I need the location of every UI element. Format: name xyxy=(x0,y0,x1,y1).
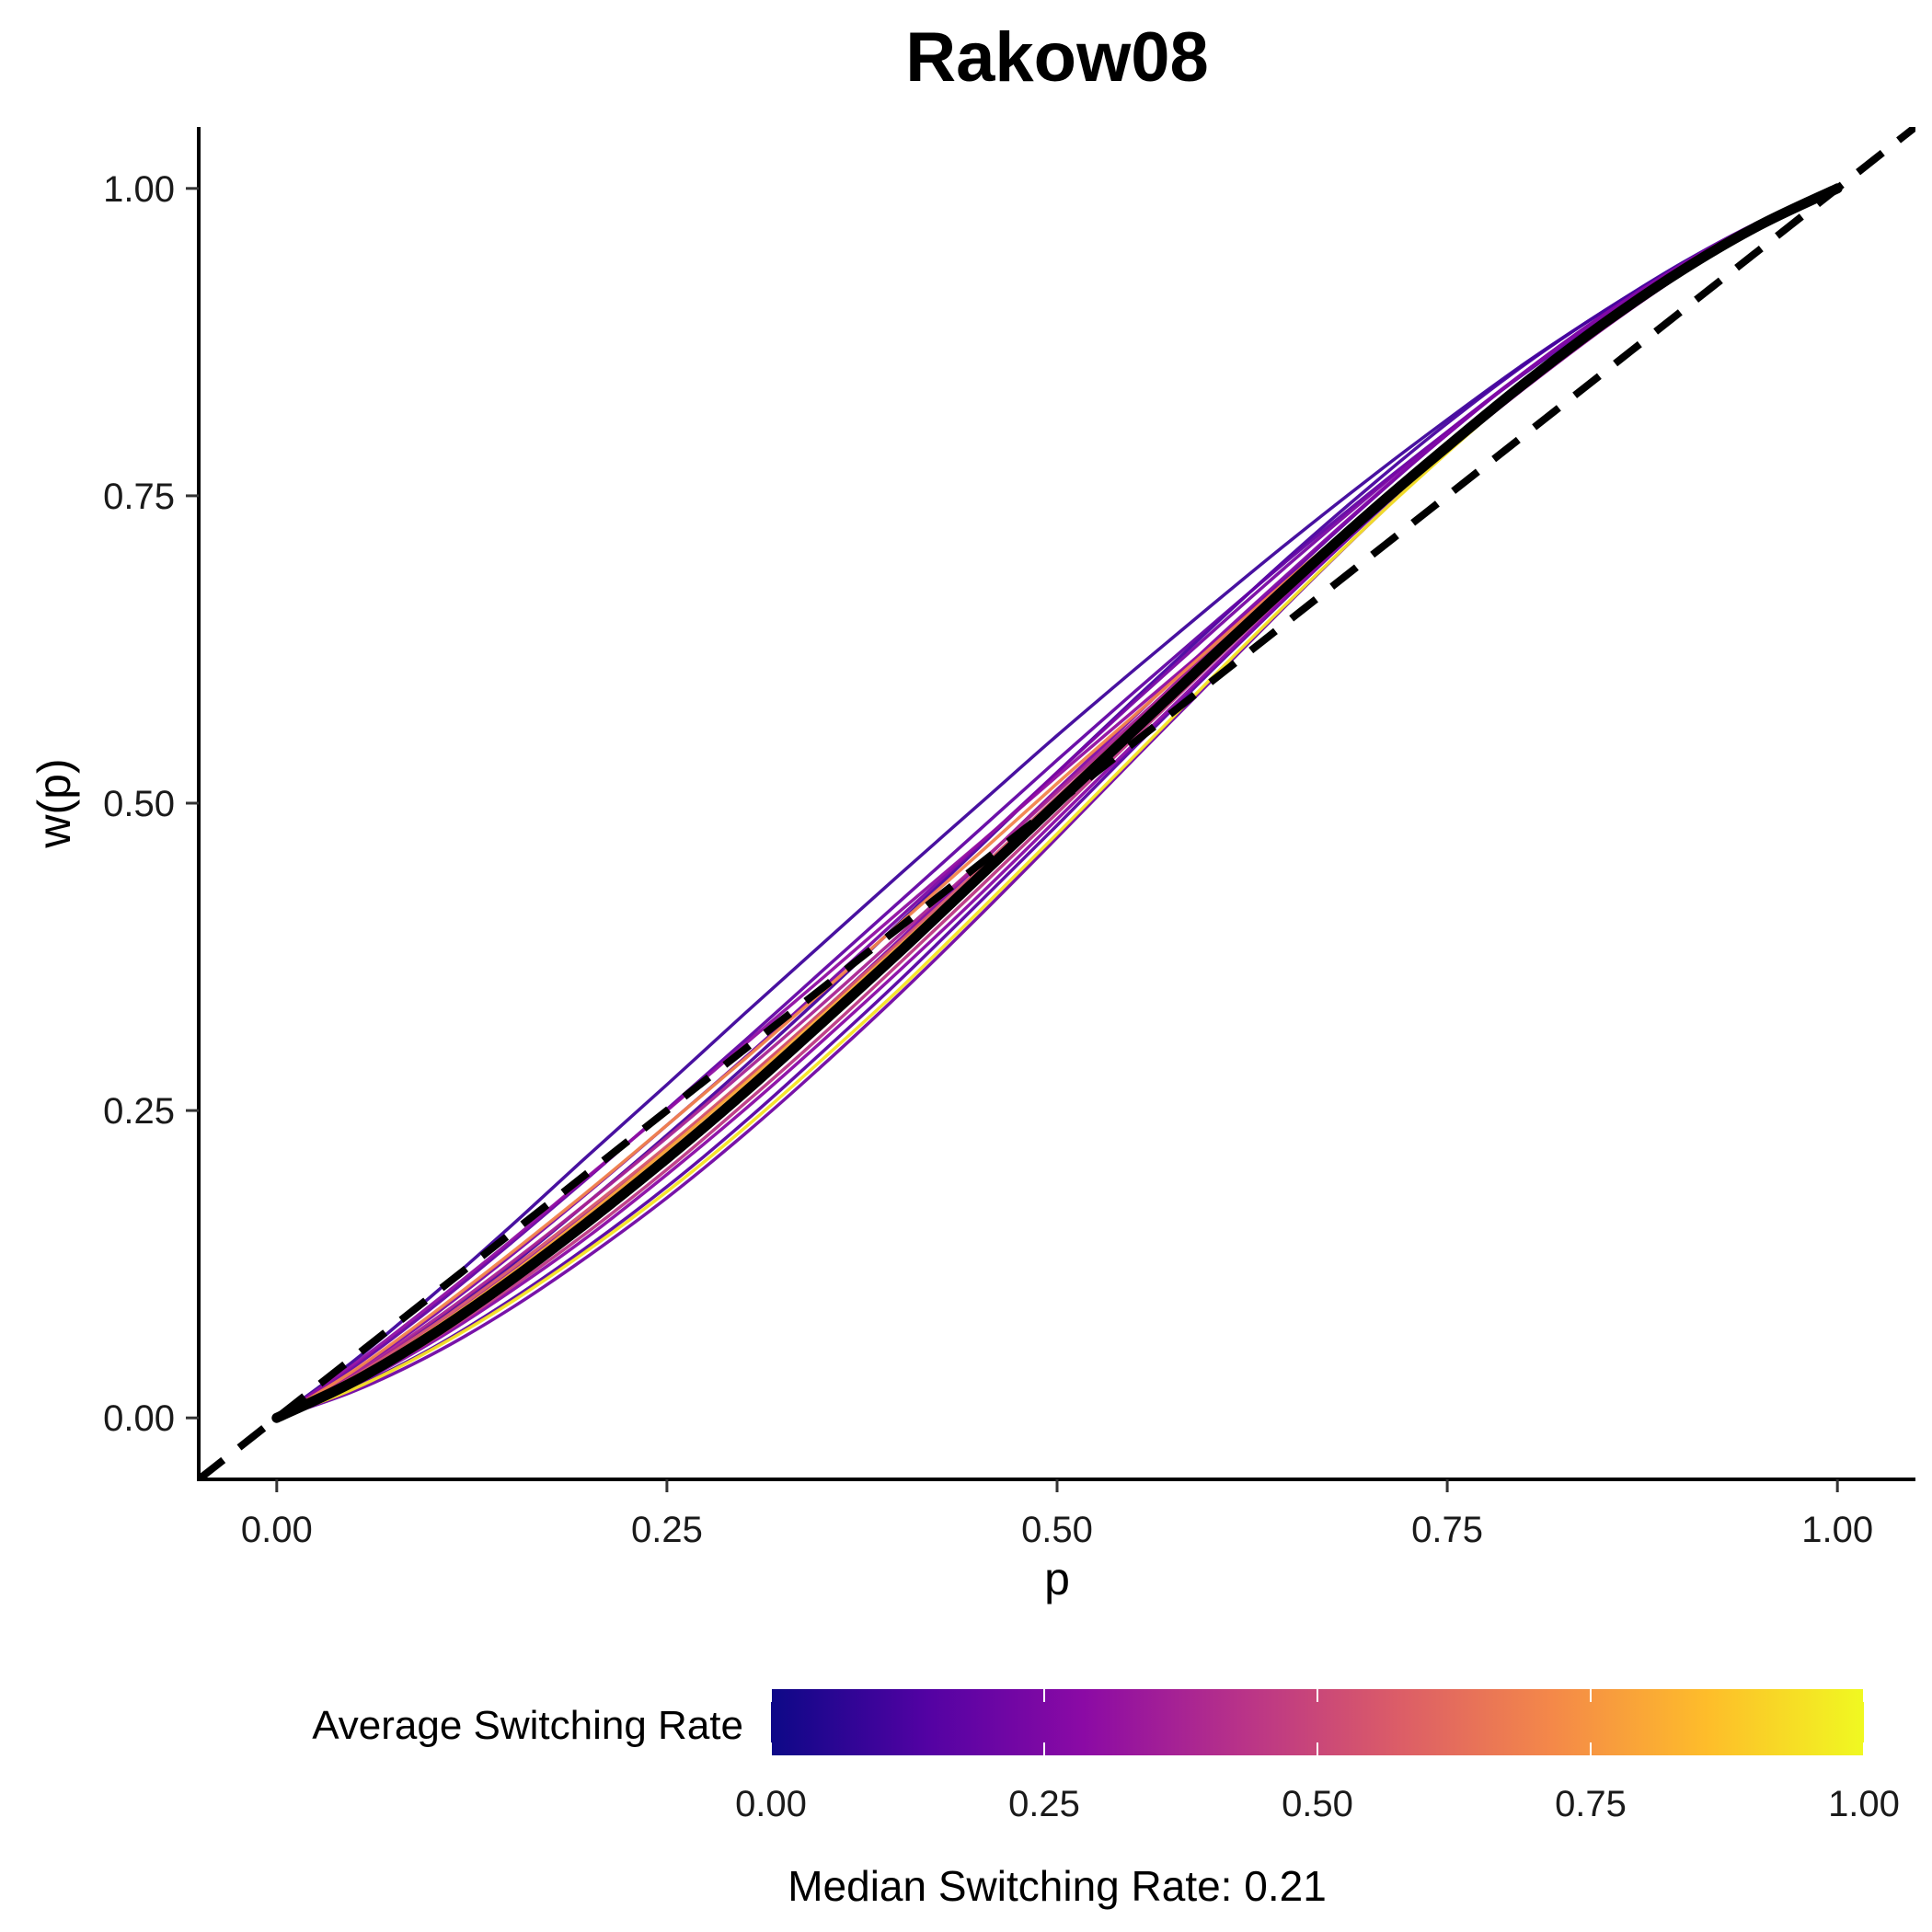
y-tick-label: 0.50 xyxy=(103,784,175,824)
colorbar-tick-label: 1.00 xyxy=(1828,1784,1900,1824)
x-axis-ticks: 0.00 0.25 0.50 0.75 1.00 xyxy=(241,1479,1873,1550)
colorbar-tick-label: 0.50 xyxy=(1282,1784,1353,1824)
colorbar-tick-label: 0.75 xyxy=(1555,1784,1627,1824)
y-axis-ticks: 0.00 0.25 0.50 0.75 1.00 xyxy=(103,169,199,1439)
colorbar-legend: Average Switching Rate 0.00 0.25 0.50 0.75 1… xyxy=(312,1689,1900,1824)
mean-curve xyxy=(271,183,1843,1423)
x-axis-title: p xyxy=(1044,1553,1070,1604)
chart-title: Rakow08 xyxy=(905,18,1209,97)
median-switching-caption: Median Switching Rate: 0.21 xyxy=(788,1862,1327,1910)
colorbar-title: Average Switching Rate xyxy=(312,1703,743,1748)
y-tick-label: 0.00 xyxy=(103,1398,175,1439)
plot-area xyxy=(199,127,1915,1479)
colorbar-ticks: 0.00 0.25 0.50 0.75 1.00 xyxy=(735,1689,1900,1824)
x-tick-label: 0.50 xyxy=(1021,1510,1093,1550)
x-tick-label: 0.25 xyxy=(631,1510,703,1550)
x-tick-label: 1.00 xyxy=(1801,1510,1873,1550)
y-tick-label: 0.25 xyxy=(103,1091,175,1132)
colorbar-tick-label: 0.25 xyxy=(1008,1784,1080,1824)
x-tick-label: 0.00 xyxy=(241,1510,313,1550)
x-tick-label: 0.75 xyxy=(1411,1510,1483,1550)
colorbar-tick-label: 0.00 xyxy=(735,1784,807,1824)
y-tick-label: 1.00 xyxy=(103,169,175,210)
participant-curve-3 xyxy=(275,187,1838,1420)
y-tick-label: 0.75 xyxy=(103,477,175,517)
y-axis-title: w(p) xyxy=(29,758,80,848)
